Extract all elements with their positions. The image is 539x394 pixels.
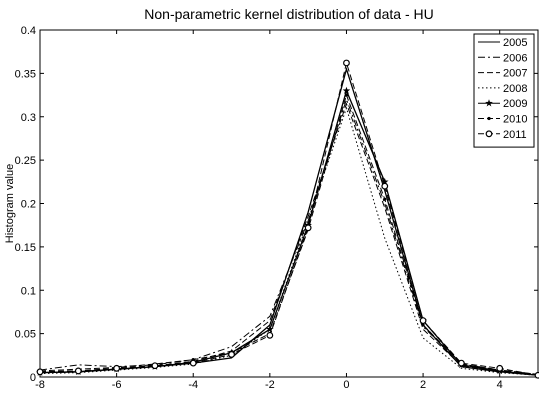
legend-label-2008: 2008 xyxy=(503,83,527,95)
y-tick-label: 0.2 xyxy=(21,199,36,211)
y-tick-label: 0.1 xyxy=(21,285,36,297)
legend-marker-2009 xyxy=(485,99,493,107)
legend-entry-2011: 2011 xyxy=(478,129,527,141)
legend-label-2007: 2007 xyxy=(503,68,527,80)
data-point-2011 xyxy=(343,59,350,67)
x-tick-label: -4 xyxy=(188,379,198,391)
data-point-2011 xyxy=(113,364,121,372)
legend-entry-2010: 2010 xyxy=(478,114,527,126)
legend-marker-2010 xyxy=(487,116,491,121)
data-point-2011 xyxy=(381,182,389,190)
y-tick-label: 0 xyxy=(30,372,36,384)
legend-marker-2011 xyxy=(485,130,493,138)
series-line-2011 xyxy=(39,61,539,376)
y-tick-label: 0.4 xyxy=(21,25,36,37)
legend-label-2011: 2011 xyxy=(503,129,527,141)
series-2011 xyxy=(36,59,539,379)
y-tick-label: 0.35 xyxy=(15,68,36,80)
y-axis-label: Histogram value xyxy=(4,164,16,243)
x-tick-label: 2 xyxy=(420,379,426,391)
series-line-2008 xyxy=(39,106,539,376)
data-point-2009 xyxy=(266,325,274,333)
data-point-2011 xyxy=(189,359,197,367)
y-tick-label: 0.3 xyxy=(21,112,36,124)
legend-label-2005: 2005 xyxy=(503,37,527,49)
y-tick-label: 0.05 xyxy=(15,329,36,341)
x-tick-label: 0 xyxy=(343,379,349,391)
data-point-2011 xyxy=(496,364,504,372)
data-point-2009 xyxy=(342,86,351,94)
data-point-2011 xyxy=(534,371,539,379)
data-point-2011 xyxy=(266,331,274,339)
legend-label-2009: 2009 xyxy=(503,98,527,110)
data-point-2010 xyxy=(383,197,387,201)
data-point-2011 xyxy=(36,368,44,376)
legend-box xyxy=(473,33,535,148)
legend: 2005 2006 2007 2008 2009 2010 2011 xyxy=(473,33,535,148)
data-point-2010 xyxy=(421,323,425,327)
x-tick-label: -8 xyxy=(35,379,45,391)
data-point-2009 xyxy=(380,177,389,186)
chart-title: Non-parametric kernel distribution of da… xyxy=(144,6,433,22)
data-point-2011 xyxy=(151,362,159,370)
y-tick-label: 0.25 xyxy=(15,155,36,167)
x-tick-label: 4 xyxy=(497,379,503,391)
legend-entry-2008: 2008 xyxy=(478,83,527,95)
data-point-2010 xyxy=(344,93,349,97)
data-point-2011 xyxy=(419,317,427,325)
data-point-2011 xyxy=(457,359,465,367)
data-point-2011 xyxy=(304,224,312,232)
legend-label-2006: 2006 xyxy=(503,52,527,64)
x-tick-label: -2 xyxy=(265,379,275,391)
legend-entry-2009: 2009 xyxy=(478,98,527,110)
data-point-2011 xyxy=(228,351,235,358)
legend-entry-2005: 2005 xyxy=(478,37,527,49)
data-point-2011 xyxy=(74,367,82,375)
x-tick-label: -6 xyxy=(112,379,122,391)
series-2008 xyxy=(39,106,539,376)
legend-entry-2006: 2006 xyxy=(478,52,527,64)
y-tick-label: 0.15 xyxy=(15,242,36,254)
legend-label-2010: 2010 xyxy=(503,114,527,126)
legend-entry-2007: 2007 xyxy=(478,68,527,80)
plot-area: -8 -6 -4 -2 0 2 4 0 0.05 0.1 0.15 0.2 0.25 0.3 0.35 0.4 xyxy=(15,25,539,391)
